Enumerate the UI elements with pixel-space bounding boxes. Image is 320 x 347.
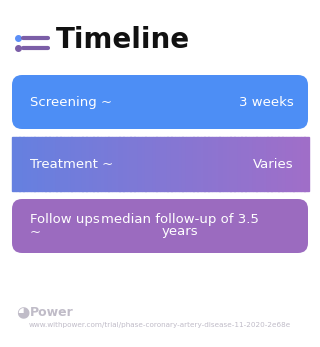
Bar: [208, 137, 212, 191]
Bar: [105, 137, 109, 191]
Bar: [189, 137, 194, 191]
Bar: [141, 137, 146, 191]
Bar: [108, 137, 112, 191]
Bar: [275, 137, 279, 191]
FancyBboxPatch shape: [12, 75, 308, 129]
Bar: [164, 137, 168, 191]
Bar: [119, 137, 124, 191]
Bar: [90, 137, 94, 191]
Text: Follow ups: Follow ups: [30, 213, 100, 227]
Bar: [278, 137, 283, 191]
Bar: [75, 137, 79, 191]
Bar: [134, 137, 138, 191]
Bar: [12, 137, 16, 191]
Bar: [186, 137, 190, 191]
Bar: [116, 137, 120, 191]
Bar: [290, 137, 294, 191]
Bar: [160, 137, 164, 191]
Bar: [204, 137, 209, 191]
Bar: [42, 137, 46, 191]
Text: years: years: [162, 226, 198, 238]
Bar: [127, 137, 131, 191]
Text: Screening ~: Screening ~: [30, 95, 112, 109]
Bar: [223, 137, 227, 191]
Bar: [138, 137, 142, 191]
Bar: [153, 137, 157, 191]
Text: median follow-up of 3.5: median follow-up of 3.5: [101, 213, 259, 227]
Bar: [271, 137, 275, 191]
Bar: [256, 137, 260, 191]
Bar: [38, 137, 42, 191]
FancyBboxPatch shape: [12, 199, 308, 253]
Bar: [30, 137, 35, 191]
Bar: [131, 137, 135, 191]
Bar: [34, 137, 38, 191]
Bar: [201, 137, 205, 191]
Bar: [64, 137, 68, 191]
Bar: [82, 137, 86, 191]
Bar: [249, 137, 253, 191]
Bar: [245, 137, 249, 191]
Text: ~: ~: [30, 226, 41, 238]
Bar: [241, 137, 246, 191]
Bar: [215, 137, 220, 191]
Bar: [53, 137, 57, 191]
Bar: [101, 137, 105, 191]
Bar: [238, 137, 242, 191]
Bar: [97, 137, 101, 191]
Bar: [49, 137, 53, 191]
Bar: [260, 137, 264, 191]
Bar: [149, 137, 153, 191]
Bar: [182, 137, 186, 191]
Text: www.withpower.com/trial/phase-coronary-artery-disease-11-2020-2e68e: www.withpower.com/trial/phase-coronary-a…: [29, 322, 291, 328]
Bar: [234, 137, 238, 191]
Text: Varies: Varies: [253, 158, 294, 170]
Bar: [300, 137, 305, 191]
Bar: [264, 137, 268, 191]
Bar: [112, 137, 116, 191]
Bar: [93, 137, 98, 191]
Bar: [60, 137, 64, 191]
Bar: [267, 137, 271, 191]
Text: Treatment ~: Treatment ~: [30, 158, 113, 170]
Bar: [20, 137, 24, 191]
Bar: [27, 137, 31, 191]
Bar: [193, 137, 197, 191]
Text: 3 weeks: 3 weeks: [239, 95, 294, 109]
Bar: [16, 137, 20, 191]
Bar: [79, 137, 83, 191]
Bar: [167, 137, 172, 191]
Text: Timeline: Timeline: [56, 26, 190, 54]
Bar: [123, 137, 127, 191]
Bar: [212, 137, 216, 191]
Bar: [68, 137, 72, 191]
Bar: [23, 137, 27, 191]
Bar: [145, 137, 149, 191]
Bar: [219, 137, 223, 191]
Bar: [297, 137, 301, 191]
Text: Power: Power: [30, 306, 74, 320]
Bar: [86, 137, 90, 191]
Bar: [56, 137, 60, 191]
Text: ◕: ◕: [16, 305, 29, 321]
Bar: [175, 137, 179, 191]
Bar: [197, 137, 201, 191]
Bar: [252, 137, 257, 191]
Bar: [293, 137, 297, 191]
Bar: [227, 137, 231, 191]
Bar: [282, 137, 286, 191]
Bar: [304, 137, 308, 191]
Bar: [45, 137, 50, 191]
Bar: [171, 137, 175, 191]
Bar: [71, 137, 76, 191]
Bar: [230, 137, 235, 191]
Bar: [286, 137, 290, 191]
Bar: [179, 137, 183, 191]
Bar: [156, 137, 161, 191]
